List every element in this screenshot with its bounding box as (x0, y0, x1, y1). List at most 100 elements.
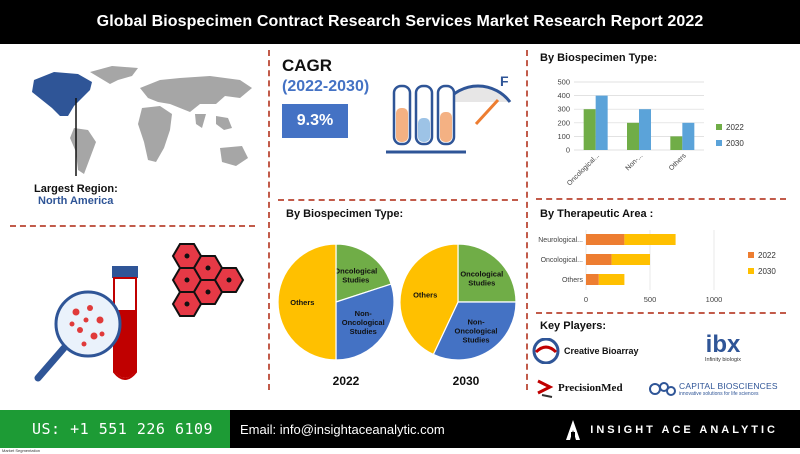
southeast-asia-shape (216, 116, 232, 130)
y-tick-label: 100 (557, 132, 570, 141)
tiny-caption: Market Segmentation (2, 448, 41, 453)
cagr-title: CAGR (282, 56, 333, 75)
tube-cap-icon (112, 266, 138, 278)
world-map (20, 58, 260, 188)
footer-phone[interactable]: US: +1 551 226 6109 (0, 410, 230, 448)
player-sub-2: Infinity biologix (704, 357, 742, 363)
footer: US: +1 551 226 6109 Email: info@insighta… (0, 410, 800, 448)
tube-liquid-3 (440, 112, 452, 142)
separator-right (526, 50, 528, 390)
insight-ace-logo-icon (566, 420, 581, 440)
tube-liquid-2 (418, 118, 430, 142)
precisionmed-logo-icon (537, 379, 554, 398)
key-players: Key Players: (540, 320, 780, 332)
pie-label-0: Oncological Studies (460, 270, 503, 288)
x-tick-label: 500 (644, 295, 657, 304)
bar-2022-1 (586, 254, 612, 265)
x-tick-label: Others (668, 152, 688, 172)
pie-slice-2 (399, 243, 459, 356)
tube-liquid-1 (396, 108, 408, 142)
pie-label-0: Oncological Studies (334, 266, 377, 284)
bar-2030-1 (611, 254, 650, 265)
cagr-panel: CAGR (2022-2030) 9.3% (282, 56, 382, 138)
magnifier-icon (54, 290, 122, 358)
pie-slice-2 (277, 243, 337, 361)
title-bar: Global Biospecimen Contract Research Ser… (0, 0, 800, 44)
bar-2030-1 (639, 109, 651, 150)
bar-chart-therapeutic: 0 500 1000 Neurological... Oncological... Oth… (538, 230, 776, 304)
cagr-value-badge: 9.3% (282, 104, 348, 138)
gauge-needle (474, 98, 500, 126)
legend-swatch (716, 124, 722, 130)
bar-2022-0 (586, 234, 625, 245)
svg-text:F: F (500, 73, 509, 89)
creative-bioarray-logo-icon (532, 338, 560, 364)
x-tick-label: Non-... (625, 152, 645, 172)
footer-email-bar: Email: info@insightaceanalytic.com INSIG… (230, 410, 800, 448)
x-tick-label: 0 (584, 295, 588, 304)
bar-2030-0 (624, 234, 676, 245)
pie-chart-2030: Oncological Studies Non-Oncological Studies… (399, 243, 517, 361)
legend-label: 2030 (758, 267, 776, 276)
x-tick-label: Oncological... (566, 152, 601, 187)
y-tick-label: 200 (557, 118, 570, 127)
player-sub-4: innovative solutions for life sciences (679, 391, 759, 397)
legend-label: 2030 (726, 139, 744, 148)
greenland-shape (90, 66, 138, 84)
pie-year-2022: 2022 (332, 374, 360, 388)
biospecimen-illustration (28, 240, 258, 390)
player-name-3: PrecisionMed (558, 382, 623, 394)
pie-slice-0 (335, 243, 392, 303)
separator-region (10, 225, 255, 227)
australia-shape (220, 146, 248, 166)
separator-bar (536, 198, 786, 200)
bar-2022-0 (583, 109, 596, 150)
legend-label: 2022 (758, 251, 776, 260)
key-players-title: Key Players: (540, 320, 607, 332)
therapeutic-section: By Therapeutic Area : (540, 208, 780, 220)
y-tick-label: 400 (557, 91, 570, 100)
pie-label-2: Others (413, 291, 437, 300)
y-tick-label: Oncological... (541, 257, 583, 264)
pie-slice-1 (432, 301, 517, 361)
pie-year-2030: 2030 (452, 374, 480, 388)
footer-email-text[interactable]: Email: info@insightaceanalytic.com (240, 421, 445, 437)
y-tick-label: 500 (557, 78, 570, 87)
player-precisionmed: PrecisionMed (536, 376, 646, 400)
y-tick-label: 300 (557, 105, 570, 114)
capital-biosciences-logo-icon (649, 382, 676, 396)
pie-label-2: Others (290, 298, 314, 307)
pie-slice-0 (457, 243, 517, 303)
y-tick-label: 0 (566, 146, 570, 155)
footer-brand-text: INSIGHT ACE ANALYTIC (590, 424, 778, 436)
south-america-shape (70, 128, 96, 174)
player-name-4: CAPITAL BIOSCIENCES (679, 381, 778, 391)
lab-illustration: F (386, 72, 516, 158)
bar-2030-0 (595, 95, 608, 150)
separator-left (268, 50, 270, 390)
bar-section: By Biospecimen Type: (540, 52, 780, 64)
legend-label: 2022 (726, 123, 744, 132)
player-name-1: Creative Bioarray (564, 346, 639, 356)
player-capital-biosciences: CAPITAL BIOSCIENCES innovative solutions… (648, 376, 794, 402)
magnifier-handle (34, 344, 68, 382)
legend-swatch (716, 140, 722, 146)
pie-section-title: By Biospecimen Type: (286, 208, 404, 220)
pie-section: By Biospecimen Type: (286, 208, 516, 220)
bar-2030-2 (682, 122, 695, 150)
bar-section-title: By Biospecimen Type: (540, 52, 658, 64)
footer-phone-text: US: +1 551 226 6109 (32, 420, 214, 438)
legend-swatch (748, 252, 754, 258)
pie-charts: Oncological Studies Non-Oncological Studies… (277, 243, 517, 361)
largest-region: Largest Region: North America (34, 183, 234, 207)
footer-brand: INSIGHT ACE ANALYTIC (566, 420, 778, 440)
largest-region-label: Largest Region: (34, 183, 118, 195)
eurasia-shape (140, 76, 252, 112)
largest-region-value: North America (38, 195, 114, 207)
pie-slice-1 (335, 283, 395, 361)
separator-therapeutic (536, 312, 786, 314)
y-tick-label: Neurological... (538, 237, 583, 244)
player-name-2: ibx (705, 331, 741, 358)
pie-chart-2022: Oncological Studies Non-Oncological Studies… (277, 243, 395, 361)
